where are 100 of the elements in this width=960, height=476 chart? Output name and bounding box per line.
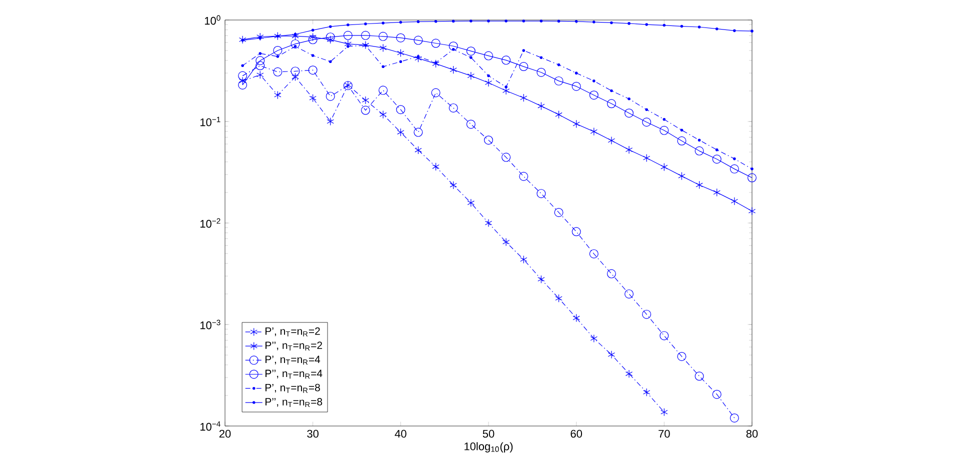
point [434,61,438,64]
point [733,29,736,32]
point [256,70,264,79]
point [590,334,598,343]
point [311,28,314,32]
point [608,350,616,359]
point [589,249,598,258]
point [276,55,280,58]
point [484,218,492,228]
point [290,66,300,76]
point [733,157,736,160]
point [238,71,248,80]
point [748,173,757,182]
point [624,108,634,118]
point [502,238,510,246]
point [241,64,244,68]
legend-label: P’’, n$_{T}$=n$_{R}$=4 [266,370,322,379]
point [715,27,718,30]
point [540,56,543,60]
point [308,66,318,75]
point [452,48,455,51]
point [380,110,387,119]
point [416,55,420,58]
point [274,32,282,40]
point [662,24,666,27]
point [589,90,598,100]
point [574,20,578,23]
point [241,38,244,42]
x-tick-label: 50 [482,430,494,438]
point [343,30,352,40]
point [572,314,580,322]
point [557,63,560,66]
point [557,20,560,23]
point [309,32,316,42]
point [380,44,387,52]
point [628,22,630,25]
point [470,20,472,22]
point [484,51,494,60]
point [311,54,314,57]
point [538,275,545,284]
point [592,80,596,82]
point [610,89,613,92]
point [470,56,472,59]
point [606,99,616,108]
point [730,197,738,206]
point [309,94,316,102]
point [432,162,440,171]
point [698,138,701,142]
point [520,255,528,264]
point [678,172,686,180]
point [680,24,684,28]
point [294,44,297,48]
point [520,94,528,102]
point [466,46,476,56]
legend-label: P’’, n$_{T}$=n$_{R}$=2 [266,342,322,351]
point [414,128,423,137]
point [364,44,367,47]
point [698,26,701,28]
point [238,80,248,90]
point [519,62,528,72]
point [538,102,545,110]
point [431,38,440,48]
point [326,117,334,126]
point [730,164,739,174]
point [660,162,668,172]
point [346,44,350,48]
point [750,30,754,32]
point [450,181,457,190]
point [416,20,420,24]
x-tick-label: 20 [219,430,231,438]
legend-label: P’, n$_{T}$=n$_{R}$=8 [266,384,320,393]
point [554,76,564,86]
point [290,39,300,48]
point [362,40,370,50]
point [610,21,613,24]
point [399,60,402,64]
point [662,118,666,121]
point [625,146,633,154]
point [276,34,280,38]
point [414,54,422,62]
point [484,136,494,145]
point [466,120,476,129]
point [608,136,616,145]
point [361,106,370,115]
point [432,60,440,68]
point [642,310,652,319]
point [378,32,388,41]
point [592,20,596,24]
point [450,66,457,74]
point [362,96,370,104]
point [750,168,754,170]
y-tick-label: 10$^{−4}$ [200,421,220,431]
point [645,23,648,26]
point [694,372,704,381]
point [399,20,402,24]
legend-label: P’, n$_{T}$=n$_{R}$=4 [266,356,320,365]
point [502,56,511,65]
point [522,20,526,22]
point [326,36,334,44]
point [519,172,528,181]
